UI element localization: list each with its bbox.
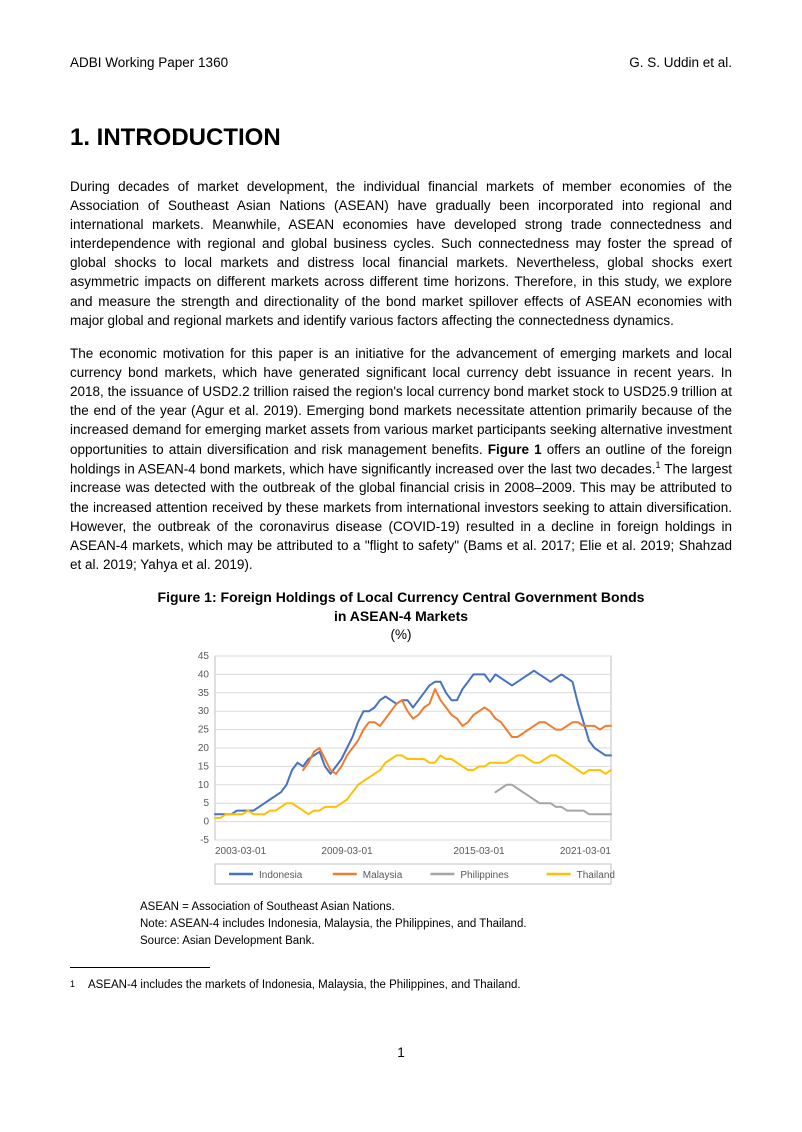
footnote-1: 1 ASEAN-4 includes the markets of Indone… [70,978,732,994]
p2-part-c: The largest increase was detected with t… [70,461,732,572]
figure-note-1: ASEAN = Association of Southeast Asian N… [140,899,732,916]
footnote-separator [70,967,210,968]
header-left: ADBI Working Paper 1360 [70,54,228,72]
header-right: G. S. Uddin et al. [629,54,732,72]
svg-text:45: 45 [198,651,210,662]
svg-text:Malaysia: Malaysia [363,870,403,881]
svg-text:15: 15 [198,762,210,773]
svg-text:Thailand: Thailand [577,870,615,881]
svg-text:Indonesia: Indonesia [259,870,303,881]
p2-figure-ref: Figure 1 [488,442,542,457]
line-chart-svg: -5 0 5 10 15 20 25 30 35 40 45 2003-03-01 2009-03-01… [181,650,621,888]
figure-note-3: Source: Asian Development Bank. [140,933,732,950]
footnote-text: ASEAN-4 includes the markets of Indonesi… [88,978,521,994]
figure-1-subtitle: (%) [70,626,732,644]
svg-text:35: 35 [198,688,210,699]
figure-1-title-line2: in ASEAN-4 Markets [70,607,732,626]
svg-text:0: 0 [203,817,209,828]
figure-note-2: Note: ASEAN-4 includes Indonesia, Malays… [140,916,732,933]
svg-text:30: 30 [198,706,210,717]
svg-text:10: 10 [198,780,210,791]
page-header: ADBI Working Paper 1360 G. S. Uddin et a… [70,54,732,72]
figure-1-title-line1: Figure 1: Foreign Holdings of Local Curr… [70,588,732,607]
intro-paragraph-1: During decades of market development, th… [70,177,732,330]
footnote-number: 1 [70,978,80,994]
section-title: 1. INTRODUCTION [70,122,732,154]
figure-1-block: Figure 1: Foreign Holdings of Local Curr… [70,588,732,949]
svg-text:Philippines: Philippines [460,870,508,881]
svg-text:2015-03-01: 2015-03-01 [453,846,505,857]
svg-text:2009-03-01: 2009-03-01 [321,846,373,857]
intro-paragraph-2: The economic motivation for this paper i… [70,344,732,574]
svg-text:40: 40 [198,670,210,681]
svg-text:2021-03-01: 2021-03-01 [560,846,612,857]
figure-1-chart: -5 0 5 10 15 20 25 30 35 40 45 2003-03-01 2009-03-01… [181,650,621,893]
svg-text:-5: -5 [200,835,209,846]
svg-text:2003-03-01: 2003-03-01 [215,846,267,857]
svg-text:25: 25 [198,725,210,736]
svg-text:20: 20 [198,743,210,754]
p2-part-a: The economic motivation for this paper i… [70,346,732,457]
svg-text:5: 5 [203,798,209,809]
figure-1-notes: ASEAN = Association of Southeast Asian N… [140,899,732,949]
page-number: 1 [70,1044,732,1062]
